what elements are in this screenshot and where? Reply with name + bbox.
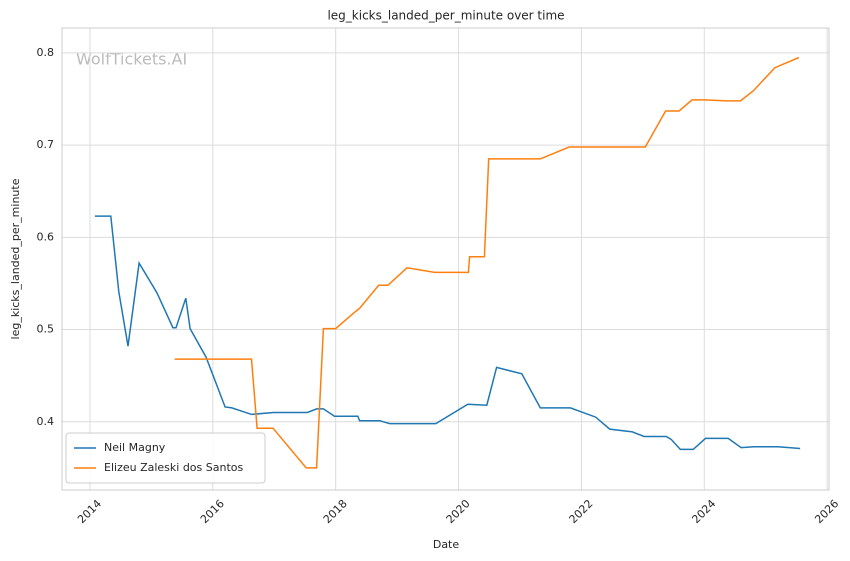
y-tick-label: 0.5 <box>37 323 55 336</box>
y-tick-label: 0.6 <box>37 230 55 243</box>
legend-label: Neil Magny <box>104 441 166 454</box>
series-line <box>94 215 801 451</box>
plot-frame <box>61 27 830 491</box>
y-axis-label: leg_kicks_landed_per_minute <box>9 178 22 339</box>
watermark: WolfTickets.AI <box>76 50 187 69</box>
y-tick-label: 0.4 <box>37 415 55 428</box>
y-tick-label: 0.8 <box>37 46 55 59</box>
x-axis-label: Date <box>433 538 460 551</box>
y-tick-label: 0.7 <box>37 138 55 151</box>
chart-title: leg_kicks_landed_per_minute over time <box>327 9 564 23</box>
legend-box <box>65 432 266 484</box>
series-line <box>174 56 800 469</box>
legend-label: Elizeu Zaleski dos Santos <box>104 461 244 474</box>
